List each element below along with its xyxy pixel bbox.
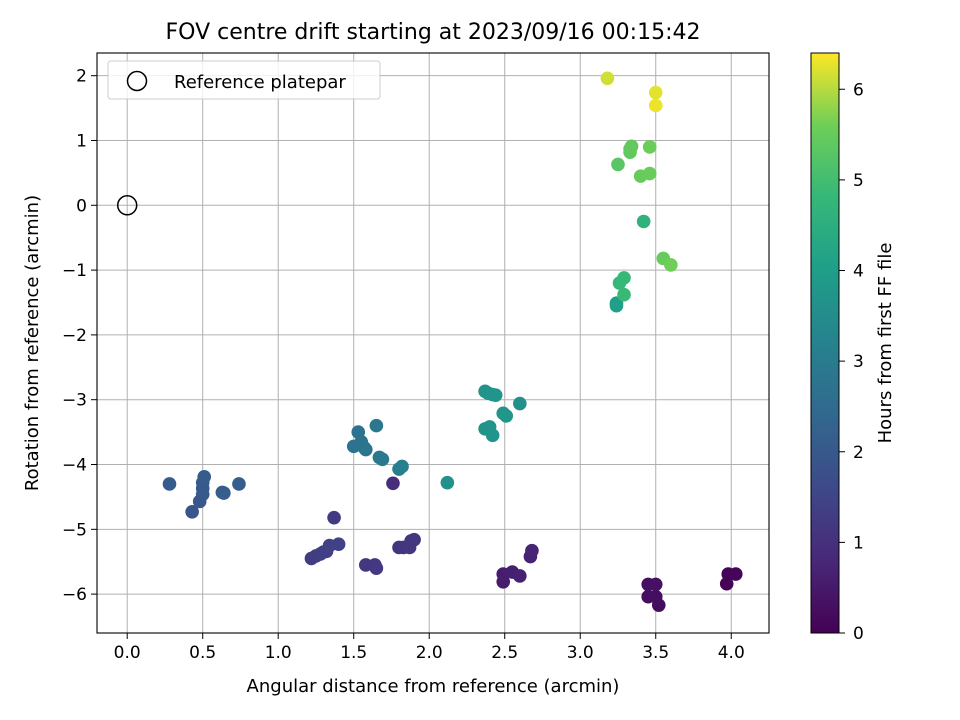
data-point [600,71,615,86]
colorbar-tick-label: 2 [853,443,864,463]
colorbar: 0 1 2 3 4 5 6 Hours from first FF file [810,52,896,644]
y-tick-label: 0 [76,196,87,216]
y-tick-label: −1 [62,261,87,281]
data-point [636,214,651,229]
data-point [386,476,400,491]
y-tick-label: −6 [62,585,87,605]
data-point [440,475,455,490]
legend-box [107,60,381,100]
data-point [369,561,384,575]
y-tick-label: −5 [62,520,87,540]
data-point [327,510,341,525]
plot-frame [96,52,770,634]
data-point [648,577,663,592]
y-tick-label: −4 [62,456,87,476]
data-point [359,442,373,457]
scatter-points [162,71,743,612]
data-point [648,589,663,604]
data-point [488,388,503,402]
reference-marker-group [116,195,138,216]
data-point [624,139,639,154]
colorbar-gradient [810,52,840,634]
x-tick-label: 2.0 [416,643,443,663]
data-point [664,258,678,272]
chart-title: FOV centre drift starting at 2023/09/16 … [166,20,701,45]
x-tick-label: 1.0 [265,643,292,663]
data-point [369,418,384,433]
data-point [513,396,527,411]
data-point [513,569,527,583]
data-point [611,157,625,172]
colorbar-tick-label: 3 [853,352,864,372]
legend: Reference platepar [107,60,381,100]
colorbar-tick-label: 4 [853,262,864,282]
y-tick-label: −2 [62,326,87,346]
x-tick-label: 4.0 [718,643,745,663]
y-tick-label: 2 [76,67,87,87]
reference-platepar-marker [116,195,138,216]
data-point [217,486,231,500]
data-point [395,459,409,474]
data-point [728,567,743,581]
x-axis-label: Angular distance from reference (arcmin) [247,676,620,697]
colorbar-ticks: 0 1 2 3 4 5 6 [839,80,864,644]
y-axis-label: Rotation from reference (arcmin) [22,195,43,491]
data-point [185,505,199,519]
data-point [499,409,514,423]
x-tick-label: 0.0 [114,643,141,663]
data-point [642,166,657,181]
data-point [642,140,657,154]
colorbar-tick-label: 5 [853,171,864,191]
data-point [485,428,500,443]
y-tick-label: 1 [76,131,87,151]
x-tick-label: 3.0 [567,643,594,663]
colorbar-tick-label: 0 [853,624,864,644]
x-tick-label: 0.5 [189,643,216,663]
data-point [407,532,421,547]
data-point [197,470,212,484]
plot-area [96,52,770,634]
data-point [617,271,631,285]
data-point [232,477,246,491]
data-point [525,543,539,558]
colorbar-tick-label: 6 [853,80,864,100]
data-point [617,287,631,302]
x-tick-label: 2.5 [491,643,518,663]
x-axis: 0.0 0.5 1.0 1.5 2.0 2.5 3.0 3.5 4.0 [114,633,745,663]
y-tick-label: −3 [62,391,87,411]
data-point [648,98,663,113]
legend-reference-marker [126,70,148,92]
data-point [331,537,346,552]
x-tick-label: 1.5 [340,643,367,663]
y-axis: 2 1 0 −1 −2 −3 −4 −5 −6 [62,67,97,605]
legend-entry-reference-platepar: Reference platepar [174,72,346,93]
colorbar-tick-label: 1 [853,533,864,553]
colorbar-label: Hours from first FF file [875,243,896,444]
data-point [609,298,624,313]
data-point [375,452,390,467]
data-point [648,85,663,100]
data-point [162,477,177,491]
x-tick-label: 3.5 [642,643,669,663]
